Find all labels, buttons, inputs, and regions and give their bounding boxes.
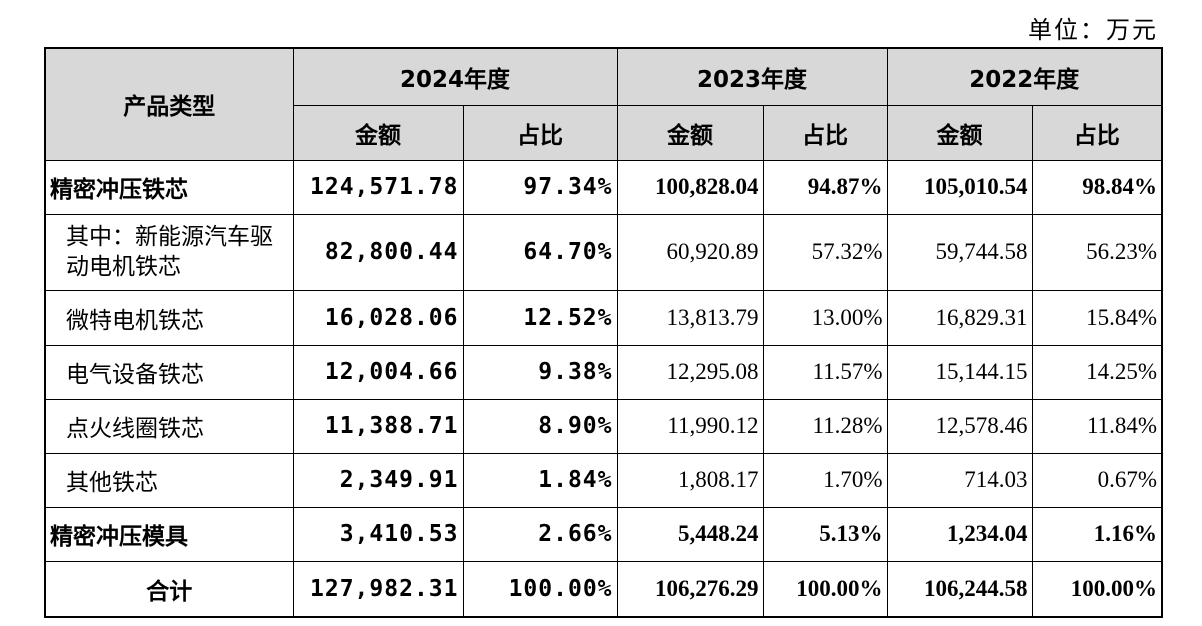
ratio-2024: 8.90% <box>462 398 618 454</box>
ratio-2022: 98.84% <box>1031 159 1164 215</box>
ratio-2022: 56.23% <box>1031 213 1164 291</box>
header-ratio-2023: 占比 <box>762 104 888 161</box>
amount-2022: 59,744.58 <box>886 213 1033 291</box>
amount-2024: 11,388.71 <box>292 398 464 454</box>
ratio-2024: 1.84% <box>462 452 618 508</box>
amount-2024: 16,028.06 <box>292 289 464 346</box>
revenue-table: 产品类型 2024年度 2023年度 2022年度 金额 占比 金额 占比 金额… <box>44 47 1164 618</box>
ratio-2023: 13.00% <box>762 289 888 346</box>
header-year-2024: 2024年度 <box>292 47 618 106</box>
row-label: 合计 <box>44 560 294 618</box>
amount-2022: 12,578.46 <box>886 398 1033 454</box>
ratio-2023: 11.28% <box>762 398 888 454</box>
header-amount-2024: 金额 <box>292 104 464 161</box>
amount-2022: 1,234.04 <box>886 506 1033 562</box>
ratio-2023: 100.00% <box>762 560 888 618</box>
unit-label: 单位：万元 <box>1028 16 1158 44</box>
row-label: 其他铁芯 <box>44 452 294 508</box>
ratio-2022: 15.84% <box>1031 289 1164 346</box>
ratio-2024: 2.66% <box>462 506 618 562</box>
ratio-2023: 57.32% <box>762 213 888 291</box>
ratio-2023: 94.87% <box>762 159 888 215</box>
amount-2024: 12,004.66 <box>292 344 464 400</box>
ratio-2024: 64.70% <box>462 213 618 291</box>
table-row: 微特电机铁芯 16,028.06 12.52% 13,813.79 13.00%… <box>44 289 1164 346</box>
ratio-2024: 97.34% <box>462 159 618 215</box>
amount-2024: 2,349.91 <box>292 452 464 508</box>
table-row-total: 合计 127,982.31 100.00% 106,276.29 100.00%… <box>44 560 1164 618</box>
header-ratio-2024: 占比 <box>462 104 618 161</box>
ratio-2022: 100.00% <box>1031 560 1164 618</box>
row-label: 点火线圈铁芯 <box>44 398 294 454</box>
row-label: 其中：新能源汽车驱动电机铁芯 <box>44 213 294 291</box>
amount-2023: 11,990.12 <box>616 398 764 454</box>
header-amount-2023: 金额 <box>616 104 764 161</box>
amount-2023: 100,828.04 <box>616 159 764 215</box>
amount-2023: 1,808.17 <box>616 452 764 508</box>
amount-2024: 127,982.31 <box>292 560 464 618</box>
ratio-2023: 5.13% <box>762 506 888 562</box>
ratio-2023: 1.70% <box>762 452 888 508</box>
ratio-2024: 9.38% <box>462 344 618 400</box>
header-year-2023: 2023年度 <box>616 47 888 106</box>
amount-2022: 106,244.58 <box>886 560 1033 618</box>
amount-2022: 714.03 <box>886 452 1033 508</box>
ratio-2022: 11.84% <box>1031 398 1164 454</box>
row-label: 微特电机铁芯 <box>44 289 294 346</box>
amount-2022: 16,829.31 <box>886 289 1033 346</box>
amount-2024: 82,800.44 <box>292 213 464 291</box>
ratio-2022: 14.25% <box>1031 344 1164 400</box>
table-row: 其他铁芯 2,349.91 1.84% 1,808.17 1.70% 714.0… <box>44 452 1164 508</box>
table-row: 精密冲压模具 3,410.53 2.66% 5,448.24 5.13% 1,2… <box>44 506 1164 562</box>
table-row: 精密冲压铁芯 124,571.78 97.34% 100,828.04 94.8… <box>44 159 1164 215</box>
table-row: 其中：新能源汽车驱动电机铁芯 82,800.44 64.70% 60,920.8… <box>44 213 1164 291</box>
header-product-type: 产品类型 <box>44 47 294 161</box>
table-row: 点火线圈铁芯 11,388.71 8.90% 11,990.12 11.28% … <box>44 398 1164 454</box>
ratio-2024: 100.00% <box>462 560 618 618</box>
amount-2023: 60,920.89 <box>616 213 764 291</box>
row-label: 精密冲压铁芯 <box>44 159 294 215</box>
table-row: 电气设备铁芯 12,004.66 9.38% 12,295.08 11.57% … <box>44 344 1164 400</box>
header-year-2022: 2022年度 <box>886 47 1164 106</box>
amount-2024: 124,571.78 <box>292 159 464 215</box>
amount-2023: 13,813.79 <box>616 289 764 346</box>
header-amount-2022: 金额 <box>886 104 1033 161</box>
amount-2023: 106,276.29 <box>616 560 764 618</box>
row-label: 精密冲压模具 <box>44 506 294 562</box>
amount-2023: 5,448.24 <box>616 506 764 562</box>
amount-2023: 12,295.08 <box>616 344 764 400</box>
ratio-2024: 12.52% <box>462 289 618 346</box>
amount-2022: 105,010.54 <box>886 159 1033 215</box>
amount-2024: 3,410.53 <box>292 506 464 562</box>
amount-2022: 15,144.15 <box>886 344 1033 400</box>
ratio-2022: 0.67% <box>1031 452 1164 508</box>
header-ratio-2022: 占比 <box>1031 104 1164 161</box>
ratio-2023: 11.57% <box>762 344 888 400</box>
ratio-2022: 1.16% <box>1031 506 1164 562</box>
row-label: 电气设备铁芯 <box>44 344 294 400</box>
